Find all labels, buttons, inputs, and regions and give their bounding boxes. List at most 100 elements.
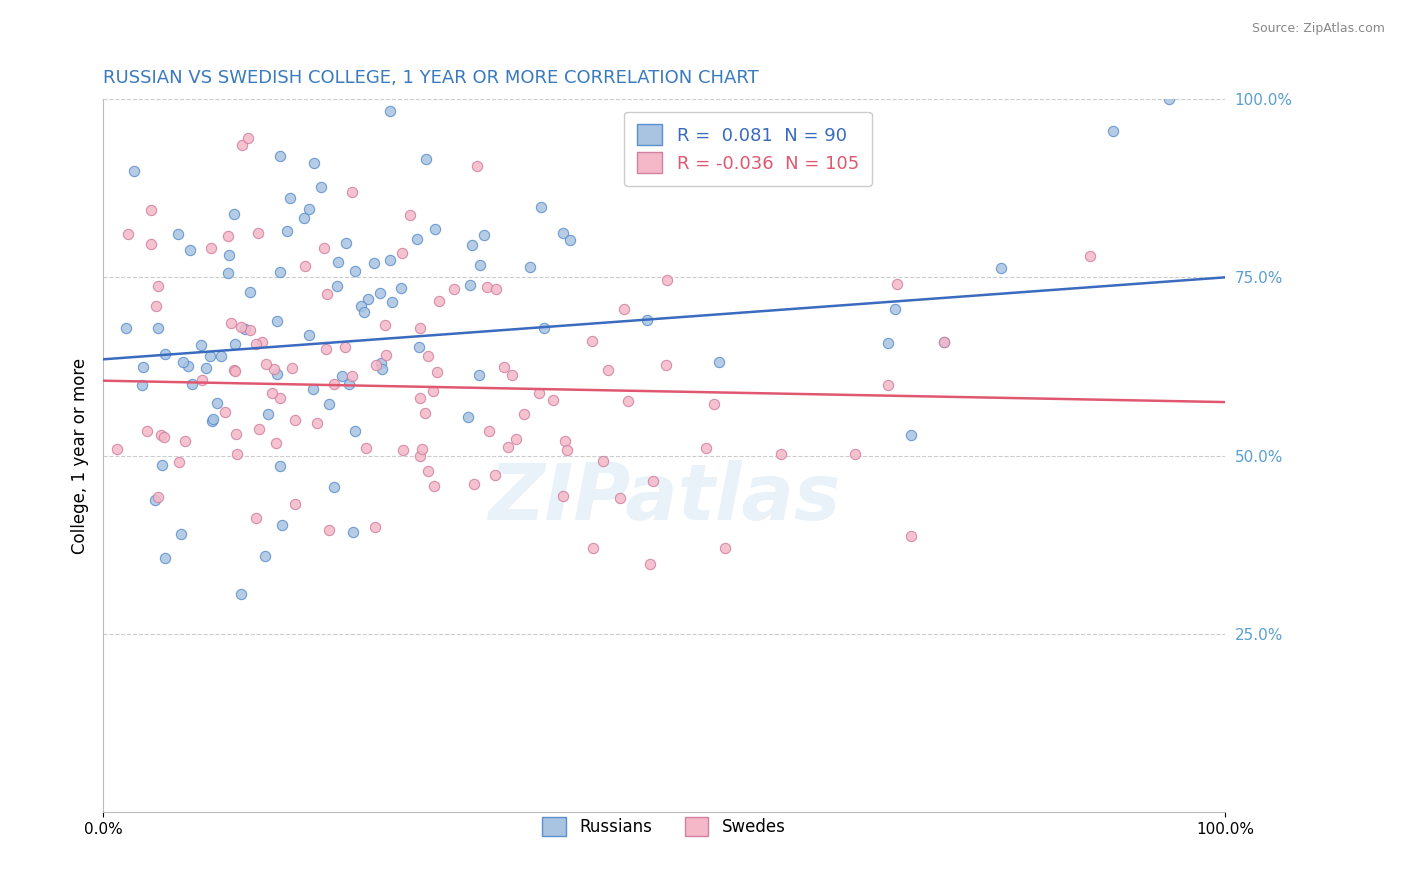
Legend: Russians, Swedes: Russians, Swedes bbox=[536, 810, 793, 843]
Point bbox=[250, 334, 273, 349]
Point bbox=[357, 293, 380, 307]
Point bbox=[409, 321, 432, 335]
Point bbox=[143, 492, 166, 507]
Point bbox=[934, 334, 956, 349]
Point bbox=[254, 357, 277, 371]
Point bbox=[399, 208, 422, 222]
Point bbox=[513, 407, 536, 421]
Point bbox=[581, 334, 603, 349]
Point bbox=[370, 356, 392, 370]
Point bbox=[316, 286, 339, 301]
Point bbox=[416, 349, 439, 363]
Point bbox=[596, 363, 619, 377]
Point bbox=[375, 348, 398, 362]
Point bbox=[709, 355, 731, 369]
Point bbox=[558, 233, 581, 247]
Point bbox=[312, 241, 335, 255]
Point bbox=[117, 227, 139, 241]
Point bbox=[224, 207, 246, 221]
Point bbox=[269, 458, 291, 473]
Point bbox=[177, 359, 200, 374]
Point bbox=[305, 416, 328, 430]
Point bbox=[613, 301, 636, 316]
Point bbox=[443, 282, 465, 296]
Point bbox=[266, 314, 288, 328]
Point bbox=[463, 477, 485, 491]
Point bbox=[145, 299, 167, 313]
Point bbox=[713, 541, 735, 555]
Point bbox=[201, 414, 224, 428]
Point bbox=[657, 273, 679, 287]
Point bbox=[381, 295, 404, 310]
Point bbox=[496, 440, 519, 454]
Point bbox=[205, 396, 228, 410]
Point bbox=[474, 227, 496, 242]
Point bbox=[886, 277, 908, 292]
Point bbox=[769, 447, 792, 461]
Point bbox=[224, 337, 246, 351]
Point bbox=[344, 424, 367, 438]
Point bbox=[139, 236, 162, 251]
Point bbox=[342, 524, 364, 539]
Point bbox=[247, 422, 270, 436]
Point bbox=[200, 241, 222, 255]
Point bbox=[179, 243, 201, 257]
Point bbox=[225, 427, 247, 442]
Point bbox=[167, 227, 190, 241]
Point bbox=[408, 340, 430, 354]
Point bbox=[169, 455, 191, 469]
Point bbox=[194, 360, 217, 375]
Point bbox=[465, 159, 488, 173]
Point bbox=[703, 397, 725, 411]
Point bbox=[695, 441, 717, 455]
Point bbox=[326, 279, 349, 293]
Point bbox=[217, 266, 239, 280]
Point bbox=[391, 246, 413, 260]
Point bbox=[269, 265, 291, 279]
Point bbox=[501, 368, 523, 383]
Point bbox=[335, 340, 357, 354]
Point bbox=[276, 224, 298, 238]
Point bbox=[298, 202, 321, 216]
Point bbox=[335, 236, 357, 251]
Point bbox=[343, 264, 366, 278]
Point bbox=[135, 424, 157, 438]
Point bbox=[173, 434, 195, 448]
Point bbox=[468, 368, 491, 383]
Point bbox=[245, 511, 267, 525]
Point bbox=[638, 557, 661, 571]
Point bbox=[155, 346, 177, 360]
Point bbox=[478, 425, 501, 439]
Y-axis label: College, 1 year or more: College, 1 year or more bbox=[72, 358, 89, 554]
Point bbox=[374, 318, 396, 333]
Point bbox=[263, 362, 285, 376]
Point bbox=[148, 279, 170, 293]
Point bbox=[409, 449, 432, 463]
Point bbox=[222, 362, 245, 376]
Point bbox=[900, 428, 922, 442]
Point bbox=[281, 361, 304, 376]
Point bbox=[529, 200, 551, 214]
Point bbox=[148, 490, 170, 504]
Point bbox=[470, 258, 492, 272]
Point bbox=[323, 480, 346, 494]
Point bbox=[477, 280, 499, 294]
Point bbox=[392, 443, 415, 458]
Point bbox=[202, 412, 225, 426]
Point bbox=[246, 226, 269, 240]
Point bbox=[236, 131, 259, 145]
Point bbox=[592, 454, 614, 468]
Point bbox=[298, 328, 321, 343]
Point bbox=[353, 305, 375, 319]
Point bbox=[152, 430, 174, 444]
Point bbox=[461, 238, 484, 252]
Point bbox=[554, 434, 576, 448]
Text: Source: ZipAtlas.com: Source: ZipAtlas.com bbox=[1251, 22, 1385, 36]
Point bbox=[553, 489, 575, 503]
Point bbox=[541, 392, 564, 407]
Point bbox=[900, 529, 922, 543]
Point bbox=[260, 385, 283, 400]
Point bbox=[294, 260, 316, 274]
Point bbox=[533, 321, 555, 335]
Point bbox=[1101, 123, 1123, 137]
